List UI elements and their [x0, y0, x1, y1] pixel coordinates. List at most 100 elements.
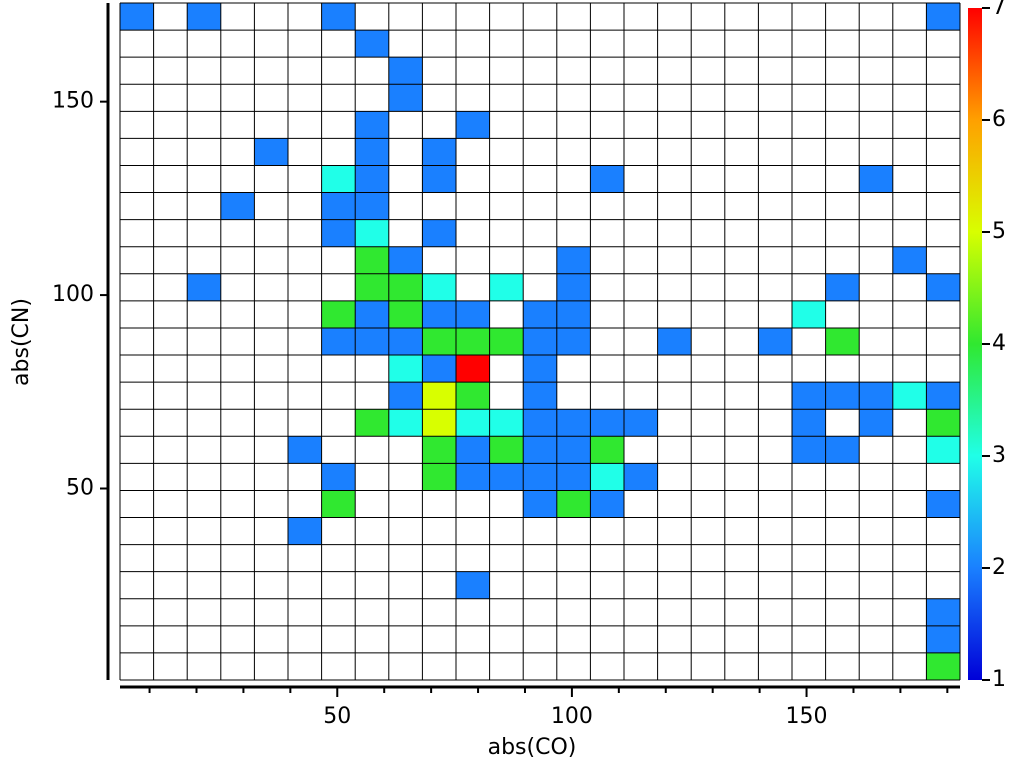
cell: [355, 111, 389, 139]
cell: [825, 382, 860, 410]
cell: [321, 327, 356, 356]
cell: [926, 409, 960, 437]
cell: [523, 300, 557, 328]
cell: [321, 300, 356, 328]
cell: [321, 490, 356, 518]
cell: [489, 409, 524, 437]
cell: [422, 382, 456, 410]
x-axis-title: abs(CO): [488, 735, 577, 760]
cell: [422, 463, 456, 491]
cell: [926, 382, 960, 410]
cell: [556, 327, 591, 356]
cell: [926, 436, 960, 464]
cell: [792, 436, 826, 464]
cell: [556, 300, 591, 328]
cell: [388, 300, 423, 328]
y-axis-title: abs(CN): [9, 298, 34, 386]
cell: [926, 273, 960, 301]
cell: [388, 355, 423, 383]
cell: [859, 409, 893, 437]
cell: [624, 409, 658, 437]
cell: [422, 219, 456, 247]
cell: [321, 463, 356, 491]
cell: [355, 409, 389, 437]
cell: [355, 246, 389, 274]
cell: [556, 436, 591, 464]
cell: [556, 463, 591, 491]
cell: [489, 463, 524, 491]
cell: [388, 84, 423, 112]
cell: [590, 463, 624, 491]
cell: [388, 327, 423, 356]
cell: [556, 246, 591, 274]
cell: [422, 436, 456, 464]
cells: [120, 3, 960, 680]
cell: [556, 273, 591, 301]
cell: [422, 409, 456, 437]
cell: [892, 246, 927, 274]
cell: [422, 327, 456, 356]
cell: [388, 57, 423, 85]
cell: [388, 273, 423, 301]
cell: [388, 409, 423, 437]
x-tick-label: 100: [551, 704, 593, 729]
grid: [119, 2, 961, 681]
cell: [556, 409, 591, 437]
cell: [556, 490, 591, 518]
cell: [926, 490, 960, 518]
axes: 50 100 150 50 100 150 1 2 3 4 5 6 7: [52, 0, 1006, 729]
cell: [456, 571, 490, 599]
cell: [456, 300, 490, 328]
cell: [489, 436, 524, 464]
cell: [456, 463, 490, 491]
cell: [859, 382, 893, 410]
x-tick-label: 50: [323, 704, 351, 729]
colorbar-tick-label: 4: [992, 331, 1006, 356]
cell: [288, 517, 322, 545]
cell: [523, 355, 557, 383]
cell: [355, 300, 389, 328]
cell: [355, 192, 389, 220]
cell: [355, 30, 389, 58]
cell: [523, 327, 557, 356]
x-tick-label: 150: [786, 704, 828, 729]
cell: [523, 409, 557, 437]
cell: [892, 382, 927, 410]
colorbar-tick-label: 6: [992, 107, 1006, 132]
cell: [926, 652, 960, 680]
cell: [355, 273, 389, 301]
cell: [590, 436, 624, 464]
colorbar-tick-label: 7: [992, 0, 1006, 20]
cell: [456, 382, 490, 410]
cell: [523, 463, 557, 491]
cell: [489, 327, 524, 356]
cell: [792, 382, 826, 410]
cell: [456, 355, 490, 383]
cell: [321, 192, 356, 220]
cell: [926, 625, 960, 653]
cell: [355, 138, 389, 166]
cell: [355, 165, 389, 193]
cell: [321, 165, 356, 193]
cell: [388, 246, 423, 274]
cell: [523, 382, 557, 410]
cell: [590, 165, 624, 193]
cell: [926, 598, 960, 626]
cell: [422, 300, 456, 328]
cell: [590, 409, 624, 437]
cell: [825, 273, 860, 301]
cell: [657, 327, 692, 356]
colorbar-tick-label: 3: [992, 443, 1006, 468]
cell: [758, 327, 792, 356]
cell: [792, 300, 826, 328]
cell: [422, 355, 456, 383]
colorbar-tick-label: 1: [992, 667, 1006, 692]
y-tick-label: 50: [66, 476, 94, 501]
cell: [624, 463, 658, 491]
cell: [187, 273, 221, 301]
cell: [355, 219, 389, 247]
y-tick-label: 150: [52, 89, 94, 114]
cell: [456, 327, 490, 356]
cell: [792, 409, 826, 437]
